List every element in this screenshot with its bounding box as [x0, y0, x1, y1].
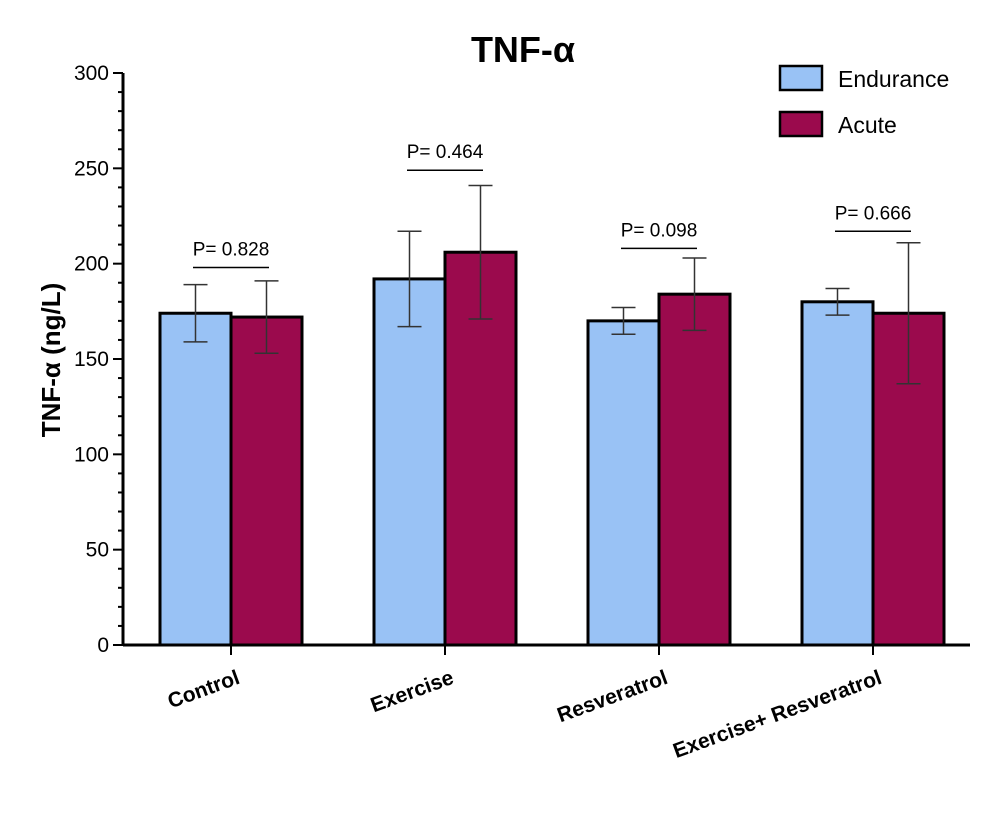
bar-endurance — [800, 300, 875, 647]
y-tick-label: 200 — [74, 253, 109, 276]
x-tick-label: Resveratrol — [554, 666, 670, 727]
y-tick-label: 250 — [74, 157, 109, 180]
error-bar — [397, 230, 422, 328]
error-bar — [896, 241, 921, 385]
legend-label-endurance: Endurance — [838, 66, 949, 92]
error-bar — [611, 306, 636, 335]
x-tick-label: Exercise+ Resveratrol — [670, 666, 885, 763]
error-bar — [825, 287, 850, 316]
legend: Endurance Acute — [778, 64, 949, 138]
legend-label-acute: Acute — [838, 112, 897, 138]
y-tick-label: 50 — [86, 539, 109, 562]
y-tick-label: 150 — [74, 348, 109, 371]
error-bar — [468, 184, 493, 320]
y-axis-label: TNF-α (ng/L) — [36, 283, 66, 438]
y-tick-label: 100 — [74, 443, 109, 466]
y-tick-label: 0 — [97, 634, 109, 657]
p-value-label: P= 0.828 — [193, 239, 270, 260]
p-value-label: P= 0.098 — [621, 220, 698, 241]
bar-acute — [657, 292, 732, 647]
bar-endurance — [372, 277, 447, 647]
y-tick-label: 300 — [74, 62, 109, 85]
error-bars-group — [183, 184, 921, 385]
p-value-label: P= 0.464 — [407, 142, 484, 163]
legend-swatch-endurance — [778, 64, 824, 92]
bar-endurance — [158, 311, 233, 647]
x-tick-label: Exercise — [368, 666, 457, 717]
error-bar — [183, 283, 208, 343]
p-value-annotations: P= 0.828 P= 0.464 P= 0.098 P= 0.666 — [193, 142, 912, 269]
bars-group — [158, 250, 946, 647]
p-value-label: P= 0.666 — [835, 203, 912, 224]
error-bar — [254, 280, 279, 355]
bar-endurance — [586, 319, 661, 647]
bar-acute — [229, 315, 304, 647]
x-tick-label: Control — [165, 666, 243, 713]
error-bar — [682, 257, 707, 332]
legend-swatch-acute — [778, 110, 824, 138]
chart-title: TNF-α — [471, 29, 575, 70]
